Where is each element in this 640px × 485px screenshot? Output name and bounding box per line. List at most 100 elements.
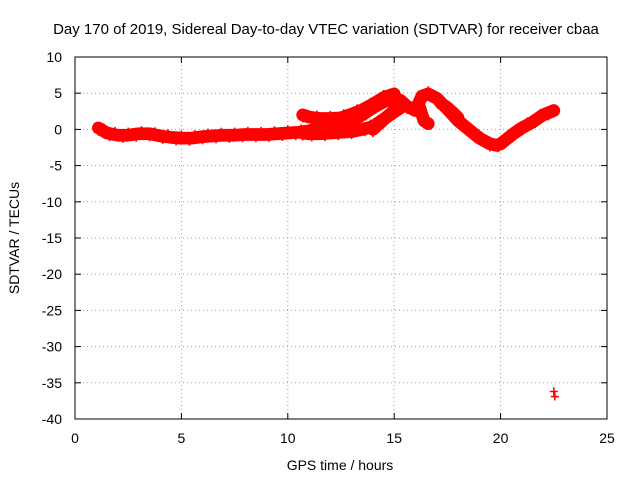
data-point xyxy=(520,122,529,131)
data-point xyxy=(417,93,426,102)
data-point xyxy=(424,119,433,128)
data-point xyxy=(270,126,279,135)
chart-title: Day 170 of 2019, Sidereal Day-to-day VTE… xyxy=(53,21,599,38)
data-point xyxy=(454,113,463,122)
y-tick-label: 10 xyxy=(46,49,62,65)
data-point xyxy=(129,128,138,137)
data-point xyxy=(142,127,151,136)
data-series xyxy=(434,96,465,125)
y-tick-label: -15 xyxy=(42,230,62,246)
data-point xyxy=(368,101,377,110)
data-point xyxy=(496,141,505,150)
data-point xyxy=(398,100,407,109)
data-point xyxy=(483,136,492,145)
data-point xyxy=(533,114,542,123)
data-point xyxy=(262,128,271,137)
data-point xyxy=(374,100,383,109)
data-series xyxy=(366,98,410,138)
data-point xyxy=(283,125,292,134)
y-tick-label: -30 xyxy=(42,339,62,355)
y-tick-label: -40 xyxy=(42,411,62,427)
y-tick-label: -35 xyxy=(42,375,62,391)
data-point xyxy=(387,94,396,103)
data-point xyxy=(102,127,111,136)
data-point xyxy=(110,127,119,136)
data-point xyxy=(544,112,553,121)
data-point xyxy=(372,122,381,131)
y-tick-label: 0 xyxy=(54,121,62,137)
data-points xyxy=(92,86,561,401)
y-axis-label: SDTVAR / TECUs xyxy=(6,182,22,294)
data-point xyxy=(525,121,534,130)
data-point xyxy=(517,127,526,136)
y-tick-label: -25 xyxy=(42,302,62,318)
data-point xyxy=(169,131,178,140)
data-point xyxy=(363,102,372,111)
data-series xyxy=(549,387,559,401)
data-point xyxy=(305,127,314,136)
data-point xyxy=(182,132,191,141)
data-point xyxy=(137,126,146,135)
data-series xyxy=(296,87,401,127)
data-point xyxy=(124,127,133,136)
data-point xyxy=(390,89,399,98)
data-point xyxy=(177,130,186,139)
grid xyxy=(75,57,607,419)
data-point xyxy=(368,129,377,138)
data-point xyxy=(318,127,327,136)
data-point xyxy=(190,130,199,139)
data-point xyxy=(230,127,239,136)
data-point xyxy=(217,127,226,136)
data-point xyxy=(257,126,266,135)
data-point xyxy=(313,126,322,135)
data-point xyxy=(116,129,125,138)
x-tick-label: 15 xyxy=(386,430,402,446)
data-point xyxy=(492,139,501,148)
data-point xyxy=(326,110,335,119)
data-point xyxy=(470,127,478,136)
data-point xyxy=(549,106,558,115)
y-tick-label: 5 xyxy=(54,85,62,101)
data-point xyxy=(381,115,390,124)
data-point xyxy=(347,113,356,122)
data-point xyxy=(443,101,452,110)
data-point xyxy=(417,110,426,119)
data-point xyxy=(222,129,231,138)
data-point xyxy=(393,106,402,115)
data-point xyxy=(331,112,340,121)
x-tick-label: 20 xyxy=(493,430,509,446)
data-point xyxy=(275,127,284,136)
data-point xyxy=(164,129,173,138)
data-point xyxy=(499,135,508,144)
data-point xyxy=(313,110,322,119)
data-point xyxy=(419,114,428,123)
data-point xyxy=(209,130,218,139)
data-point xyxy=(360,108,369,117)
data-point xyxy=(387,112,396,121)
x-tick-label: 0 xyxy=(71,430,79,446)
data-point xyxy=(339,124,348,133)
data-point xyxy=(326,125,335,134)
data-point xyxy=(204,128,212,137)
x-tick-label: 10 xyxy=(280,430,296,446)
y-tick-label: -20 xyxy=(42,266,62,282)
x-tick-label: 25 xyxy=(599,430,615,446)
data-point xyxy=(318,112,327,121)
data-point xyxy=(305,111,314,120)
data-point xyxy=(235,129,244,138)
data-point xyxy=(156,130,165,139)
data-point xyxy=(347,131,356,140)
data-series xyxy=(413,101,435,130)
data-point xyxy=(344,125,353,134)
data-point xyxy=(477,131,486,140)
y-tick-label: -10 xyxy=(42,194,62,210)
data-point xyxy=(464,121,473,130)
x-tick-label: 5 xyxy=(178,430,186,446)
data-point xyxy=(289,126,298,135)
data-point xyxy=(378,120,387,129)
data-point xyxy=(549,387,558,396)
data-point xyxy=(509,129,518,138)
